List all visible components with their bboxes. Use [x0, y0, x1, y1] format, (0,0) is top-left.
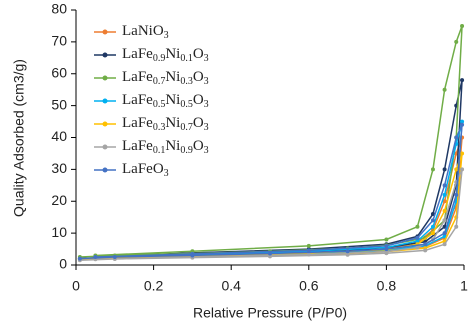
y-tick-label: 80: [51, 1, 67, 17]
legend-marker: [102, 121, 108, 127]
legend-marker: [102, 98, 108, 104]
data-point: [384, 243, 389, 248]
y-tick-label: 0: [59, 256, 67, 272]
legend-label: LaFe0.7Ni0.3O3: [122, 69, 209, 87]
data-point: [442, 208, 447, 213]
legend-label: LaNiO3: [122, 23, 169, 41]
data-point: [460, 119, 465, 124]
data-point: [442, 183, 447, 188]
y-tick-label: 50: [51, 96, 67, 112]
legend-marker: [102, 75, 108, 81]
legend-marker: [102, 52, 108, 58]
data-point: [454, 192, 459, 197]
y-axis-label: Quality Adsorbed (cm3/g): [11, 59, 27, 217]
data-point: [460, 167, 465, 172]
data-point: [454, 135, 459, 140]
data-point: [430, 224, 435, 229]
y-tick-label: 40: [51, 128, 67, 144]
data-point: [430, 167, 435, 172]
data-point: [460, 122, 465, 127]
data-point: [442, 87, 447, 92]
legend-marker: [102, 167, 108, 173]
legend-marker: [102, 29, 108, 35]
data-point: [345, 249, 350, 254]
data-point: [306, 252, 311, 257]
data-point: [442, 192, 447, 197]
data-point: [442, 242, 447, 247]
data-point: [460, 151, 465, 156]
x-tick-label: 0.2: [144, 278, 164, 294]
data-point: [384, 237, 389, 242]
legend: LaNiO3 LaFe0.9Ni0.1O3 LaFe0.7Ni0.3O3 LaFe0.…: [94, 23, 209, 179]
x-tick-label: 0.8: [377, 278, 397, 294]
y-tick-label: 70: [51, 33, 67, 49]
data-point: [77, 256, 82, 261]
y-tick-label: 30: [51, 160, 67, 176]
y-tick-label: 20: [51, 192, 67, 208]
data-point: [442, 231, 447, 236]
data-point: [442, 199, 447, 204]
data-point: [306, 243, 311, 248]
data-point: [415, 235, 420, 240]
data-point: [442, 234, 447, 239]
legend-label: LaFe0.5Ni0.5O3: [122, 92, 209, 110]
legend-label: LaFe0.3Ni0.7O3: [122, 115, 209, 133]
data-point: [345, 252, 350, 257]
data-point: [423, 242, 428, 247]
x-axis-label: Relative Pressure (P/P0): [193, 305, 347, 321]
x-tick-label: 0.6: [299, 278, 319, 294]
data-point: [442, 218, 447, 223]
data-point: [454, 224, 459, 229]
data-point: [268, 251, 272, 256]
data-point: [454, 167, 459, 172]
y-tick-label: 10: [51, 224, 67, 240]
series-line: [79, 169, 463, 261]
data-point: [415, 239, 420, 244]
legend-marker: [102, 144, 108, 150]
data-point: [415, 224, 420, 229]
data-point: [112, 255, 117, 260]
x-tick-label: 0: [72, 278, 80, 294]
data-point: [306, 248, 311, 253]
legend-label: LaFe0.1Ni0.9O3: [122, 138, 209, 156]
series-line: [79, 124, 463, 260]
data-point: [460, 23, 465, 28]
legend-label: LaFeO3: [122, 161, 169, 179]
data-point: [454, 39, 459, 44]
data-point: [423, 248, 428, 253]
x-tick-label: 0.4: [221, 278, 241, 294]
data-point: [268, 254, 272, 259]
x-tick-label: 1: [460, 278, 468, 294]
legend-label: LaFe0.9Ni0.1O3: [122, 46, 209, 64]
data-point: [442, 167, 447, 172]
data-point: [190, 251, 195, 256]
data-point: [384, 247, 389, 252]
data-point: [430, 218, 435, 223]
y-tick-label: 60: [51, 64, 67, 80]
data-point: [460, 78, 465, 83]
data-point: [93, 255, 98, 260]
data-point: [415, 245, 420, 250]
data-point: [430, 231, 435, 236]
